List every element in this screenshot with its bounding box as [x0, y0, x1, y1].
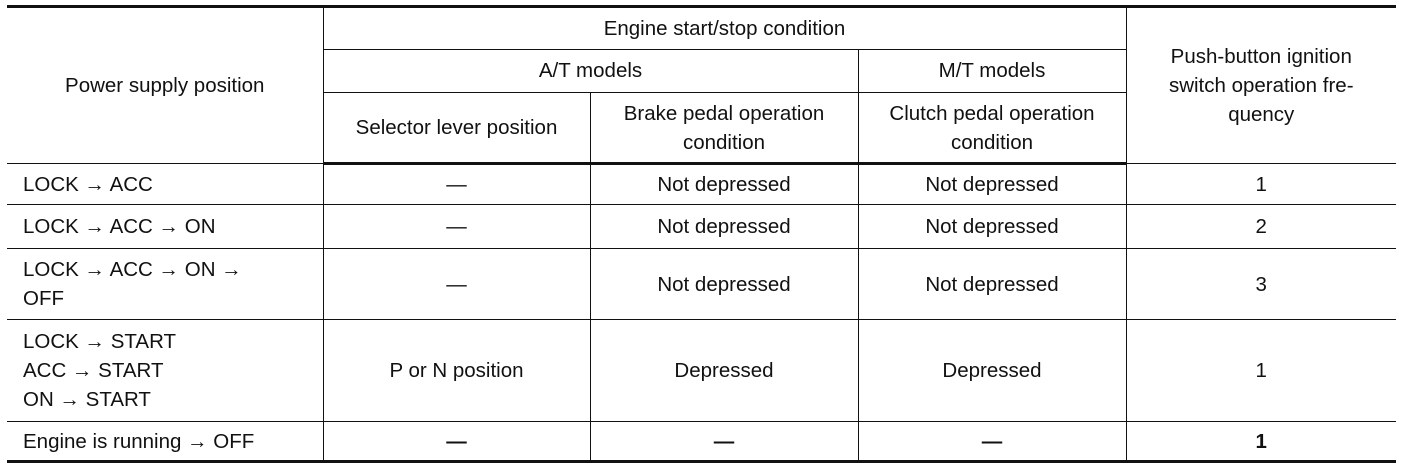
power-position-line: LOCK → ACC: [23, 172, 153, 196]
header-power-supply-position: Power supply position: [7, 5, 324, 164]
table-row: LOCK → ACC — Not depressed Not depressed…: [7, 163, 1396, 205]
cell-clutch: Not depressed: [857, 163, 1127, 205]
engine-start-stop-table: Power supply position Engine start/stop …: [7, 5, 1396, 463]
table-row: LOCK → START ACC → START ON → START P or…: [7, 319, 1396, 422]
header-clutch-pedal-condition: Clutch pedal operation condition: [857, 92, 1127, 165]
power-position-line: Engine is running → OFF: [23, 429, 255, 453]
header-row-3: Selector lever position Brake pedal oper…: [7, 92, 1396, 165]
cell-clutch: Not depressed: [857, 204, 1127, 249]
cell-selector: P or N position: [322, 319, 591, 422]
header-row-2: A/T models M/T models: [7, 48, 1396, 94]
cell-frequency: 3: [1125, 248, 1396, 320]
cell-brake: Not depressed: [589, 204, 859, 249]
cell-power-position: LOCK → ACC: [7, 163, 324, 205]
cell-power-position: LOCK → ACC → ON: [7, 204, 324, 249]
power-position-line: LOCK → ACC → ON: [23, 215, 216, 238]
header-at-models: A/T models: [322, 48, 859, 94]
header-engine-condition: Engine start/stop condition: [322, 5, 1127, 50]
cell-frequency: 1: [1125, 421, 1396, 463]
power-position-line: ON → START: [23, 388, 151, 411]
cell-selector: —: [322, 248, 591, 320]
header-brake-pedal-condition: Brake pedal operation condition: [589, 92, 859, 165]
table-row: LOCK → ACC → ON — Not depressed Not depr…: [7, 204, 1396, 249]
cell-frequency: 1: [1125, 163, 1396, 205]
cell-selector: —: [322, 204, 591, 249]
cell-power-position: LOCK → START ACC → START ON → START: [7, 319, 324, 422]
cell-brake: Depressed: [589, 319, 859, 422]
header-mt-models: M/T models: [857, 48, 1127, 94]
cell-frequency: 1: [1125, 319, 1396, 422]
cell-brake: Not depressed: [589, 163, 859, 205]
cell-clutch: —: [857, 421, 1127, 463]
cell-selector: —: [322, 163, 591, 205]
cell-brake: —: [589, 421, 859, 463]
header-row-1: Power supply position Engine start/stop …: [7, 5, 1396, 164]
table-row: LOCK → ACC → ON → OFF — Not depressed No…: [7, 248, 1396, 320]
power-position-line: ACC → START: [23, 359, 164, 382]
power-position-line: LOCK → ACC → ON → OFF: [23, 258, 242, 310]
cell-brake: Not depressed: [589, 248, 859, 320]
cell-frequency: 2: [1125, 204, 1396, 249]
header-selector-lever-position: Selector lever position: [322, 92, 591, 165]
header-push-button-frequency: Push-button ignition switch operation fr…: [1125, 5, 1396, 164]
cell-clutch: Not depressed: [857, 248, 1127, 320]
cell-clutch: Depressed: [857, 319, 1127, 422]
power-position-line: LOCK → START: [23, 330, 177, 353]
cell-power-position: Engine is running → OFF: [7, 421, 324, 463]
table-row: Engine is running → OFF — — — 1: [7, 421, 1396, 463]
cell-power-position: LOCK → ACC → ON → OFF: [7, 248, 324, 320]
header-push-button-frequency-text: Push-button ignition switch operation fr…: [1168, 45, 1354, 126]
cell-selector: —: [322, 421, 591, 463]
